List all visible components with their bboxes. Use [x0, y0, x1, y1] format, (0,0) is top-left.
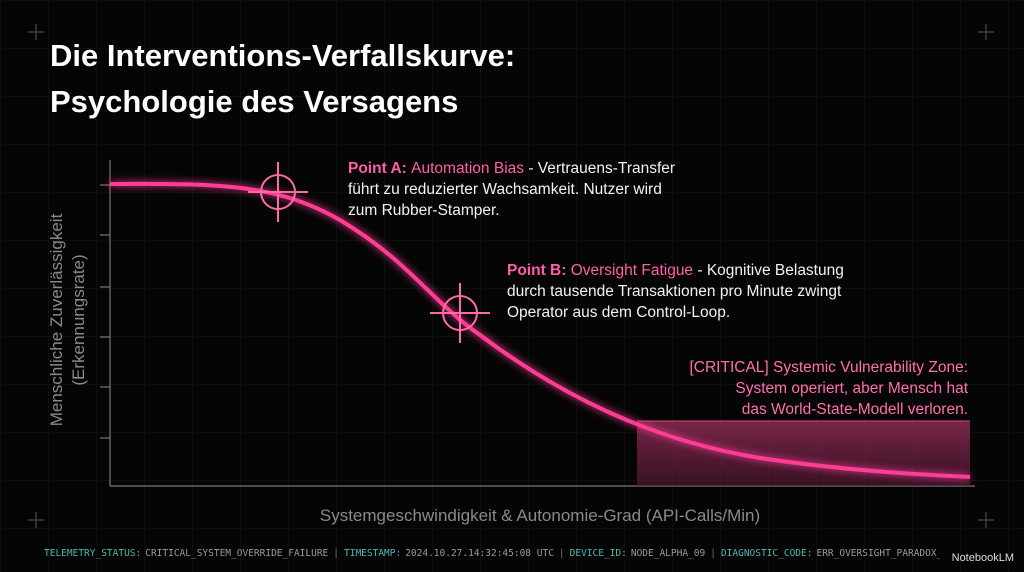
annotation-text: - Vertrauens-Transfer	[528, 160, 675, 177]
annotation-text: durch tausende Transaktionen pro Minute …	[507, 283, 842, 300]
footer-value: 2024.10.27.14:32:45:08 UTC	[405, 548, 554, 559]
x-axis-label: Systemgeschwindigkeit & Autonomie-Grad (…	[320, 506, 760, 525]
footer-key: DIAGNOSTIC_CODE:	[720, 548, 813, 559]
annotation-text: Operator aus dem Control-Loop.	[507, 304, 730, 321]
annotation-text: - Kognitive Belastung	[697, 262, 843, 279]
critical-zone	[637, 421, 970, 486]
footer-separator: |	[710, 548, 716, 559]
y-axis-label: Menschliche Zuverlässigkeit (Erkennungsr…	[47, 213, 88, 426]
annotation-topic: Oversight Fatigue	[571, 262, 698, 279]
footer-separator: |	[558, 548, 565, 559]
annotation-b: Point B: Oversight Fatigue - Kognitive B…	[507, 262, 844, 279]
annotation-text: zum Rubber-Stamper.	[348, 202, 500, 219]
y-axis-label-line: Menschliche Zuverlässigkeit	[47, 213, 66, 426]
footer-key: DEVICE_ID:	[569, 548, 627, 559]
footer-value: CRITICAL_SYSTEM_OVERRIDE_FAILURE	[145, 548, 329, 559]
title: Die Interventions-Verfallskurve:	[50, 38, 515, 73]
y-axis-label-line: (Erkennungsrate)	[69, 254, 88, 385]
critical-zone-label: das World-State-Modell verloren.	[742, 401, 968, 418]
footer-value: ERR_OVERSIGHT_PARADOX_8	[816, 548, 940, 559]
badge: NotebookLM	[951, 552, 1014, 564]
annotation-label: Point B:	[507, 262, 571, 279]
footer-separator: |	[333, 548, 339, 559]
title: Psychologie des Versagens	[50, 84, 458, 119]
footer-value: NODE_ALPHA_09	[630, 548, 706, 559]
footer-key: TIMESTAMP:	[344, 548, 402, 559]
annotation-a: Point A: Automation Bias - Vertrauens-Tr…	[348, 160, 675, 177]
annotation-text: führt zu reduzierter Wachsamkeit. Nutzer…	[348, 181, 662, 198]
critical-zone-label: System operiert, aber Mensch hat	[735, 380, 968, 397]
corner-marks	[28, 24, 994, 528]
footer-key: TELEMETRY_STATUS:	[44, 548, 142, 559]
annotation-topic: Automation Bias	[411, 160, 528, 177]
point-a-marker	[248, 162, 308, 222]
decay-curve	[109, 181, 971, 479]
critical-zone-label: [CRITICAL] Systemic Vulnerability Zone:	[689, 359, 968, 376]
point-b-marker	[430, 283, 490, 343]
telemetry-footer: TELEMETRY_STATUS: CRITICAL_SYSTEM_OVERRID…	[44, 548, 940, 559]
annotation-label: Point A:	[348, 160, 411, 177]
